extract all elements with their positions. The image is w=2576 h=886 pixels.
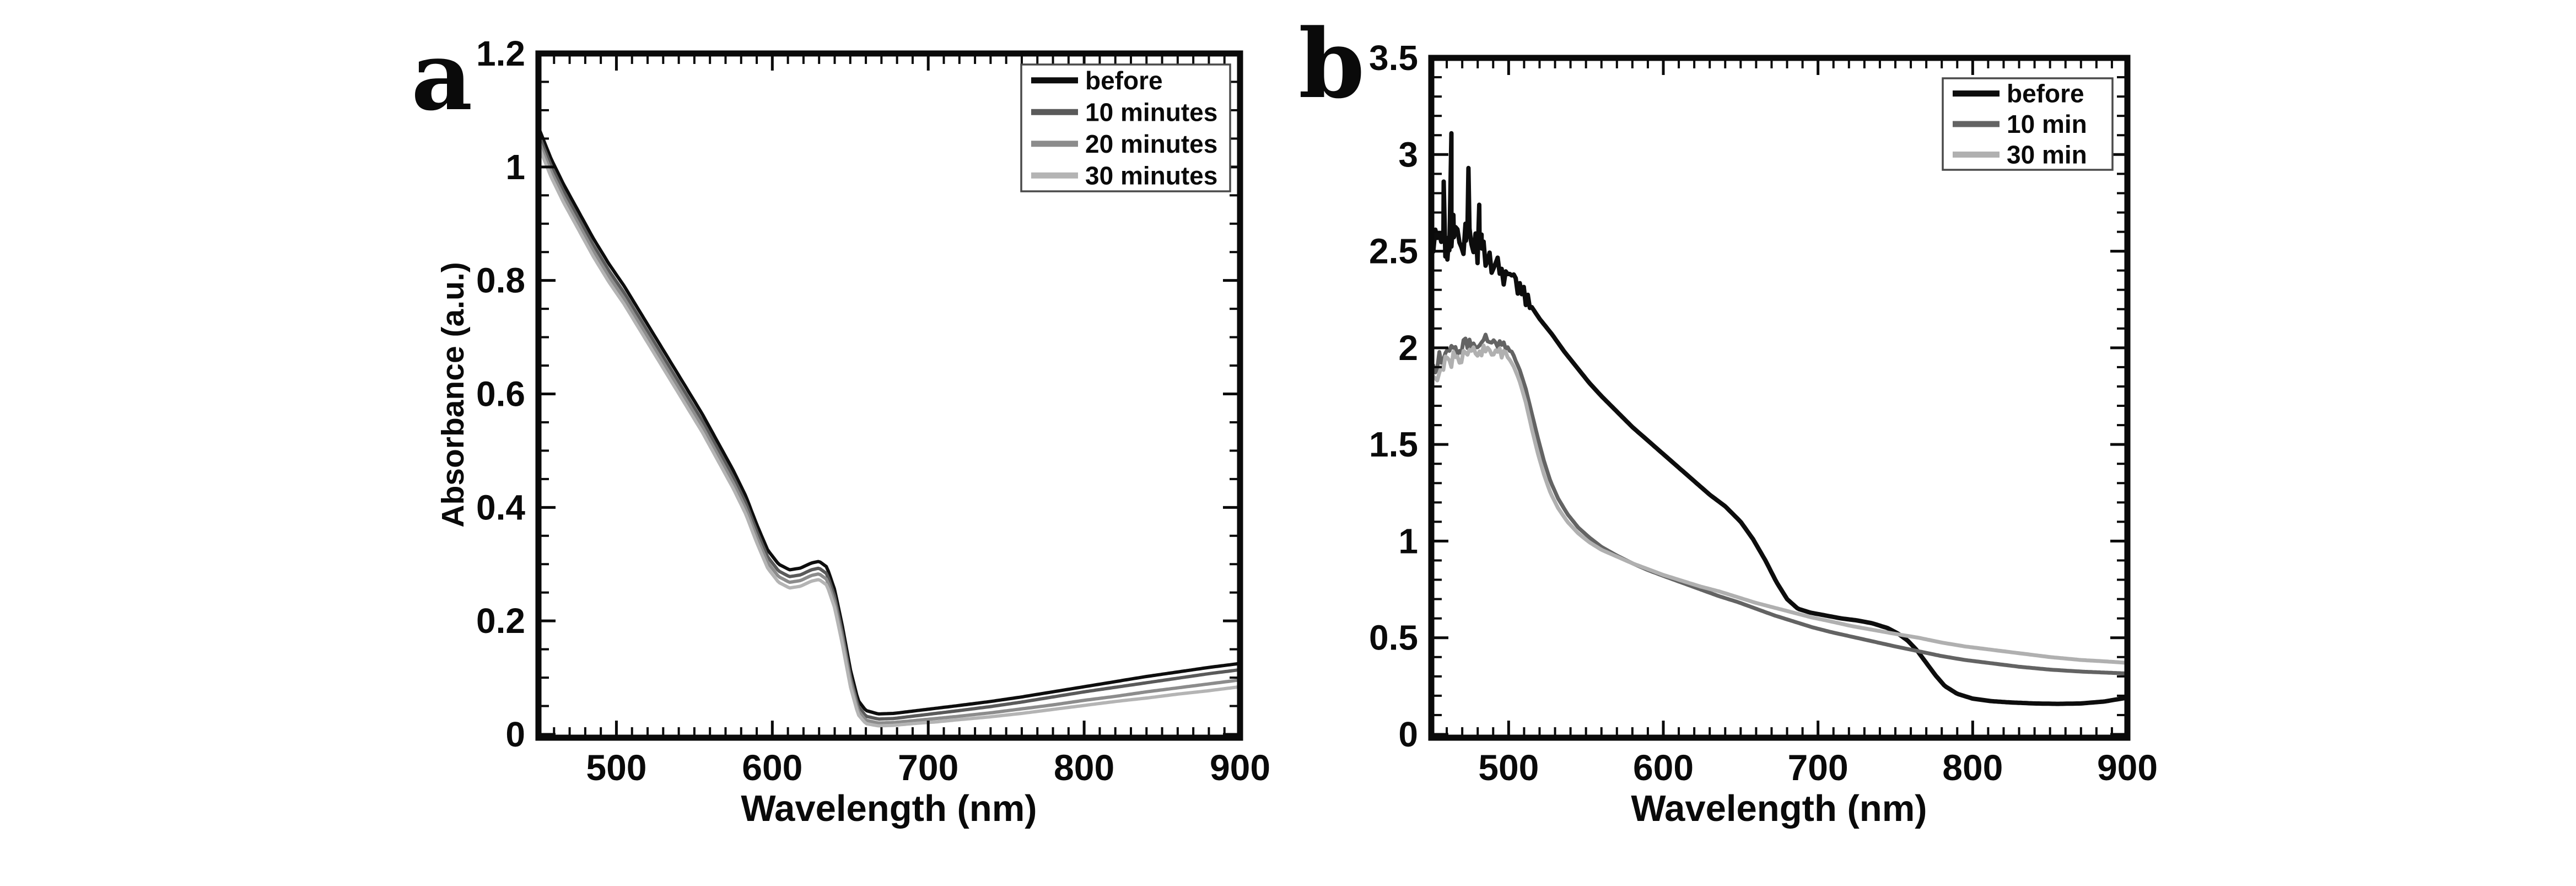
x-tick-label-a: 900 xyxy=(1210,747,1270,788)
legend-label-10-minutes: 10 minutes xyxy=(1085,98,1217,126)
panel-a-y-axis-title: Absorbance (a.u.) xyxy=(435,262,471,528)
legend-label-30-min: 30 min xyxy=(2007,140,2087,169)
y-tick-label-a: 0.6 xyxy=(476,374,525,414)
curve-30-min xyxy=(1431,343,2127,665)
y-tick-label-b: 0 xyxy=(1398,715,1418,754)
legend-label-before: before xyxy=(2007,79,2084,108)
y-tick-label-a: 0.4 xyxy=(476,487,525,527)
y-tick-label-b: 2 xyxy=(1398,328,1418,368)
x-tick-label-a: 800 xyxy=(1054,747,1114,788)
y-tick-label-b: 1.5 xyxy=(1369,425,1418,464)
x-tick-label-b: 900 xyxy=(2097,747,2158,788)
y-tick-label-b: 2.5 xyxy=(1369,232,1418,271)
y-tick-label-a: 0 xyxy=(505,715,525,754)
curve-10-min xyxy=(1431,332,2127,675)
y-tick-label-a: 1.2 xyxy=(476,34,525,73)
x-tick-label-b: 700 xyxy=(1788,747,1849,788)
y-tick-label-a: 0.2 xyxy=(476,601,525,641)
y-tick-label-b: 1 xyxy=(1398,521,1418,561)
x-tick-label-b: 500 xyxy=(1478,747,1539,788)
panel-b-x-axis-title: Wavelength (nm) xyxy=(1631,788,1927,829)
y-tick-label-b: 0.5 xyxy=(1369,618,1418,658)
y-tick-label-a: 1 xyxy=(505,147,525,187)
x-tick-label-a: 600 xyxy=(742,747,802,788)
plot-box-a xyxy=(535,50,1243,741)
legend-box-a xyxy=(1020,63,1231,192)
curve-before xyxy=(1431,131,2127,706)
x-tick-label-a: 500 xyxy=(586,747,646,788)
legend-label-before: before xyxy=(1085,66,1163,95)
y-tick-label-a: 0.8 xyxy=(476,261,525,300)
panel-b-label: b xyxy=(1298,8,1365,120)
curve-10-minutes xyxy=(538,132,1240,721)
panel-a-label: a xyxy=(411,20,473,132)
legend-label-10-min: 10 min xyxy=(2007,110,2087,138)
curve-20-minutes xyxy=(538,138,1240,725)
legend-label-20-minutes: 20 minutes xyxy=(1085,130,1217,158)
y-tick-label-b: 3.5 xyxy=(1369,38,1418,78)
panel-a-x-axis-title: Wavelength (nm) xyxy=(741,788,1037,829)
x-tick-label-b: 600 xyxy=(1633,747,1694,788)
legend-label-30-minutes: 30 minutes xyxy=(1085,161,1217,190)
x-tick-label-a: 700 xyxy=(898,747,958,788)
curve-before xyxy=(538,125,1240,716)
y-tick-label-b: 3 xyxy=(1398,135,1418,174)
curve-30-minutes xyxy=(538,143,1240,728)
x-tick-label-b: 800 xyxy=(1942,747,2003,788)
plot-box-b xyxy=(1428,55,2131,741)
